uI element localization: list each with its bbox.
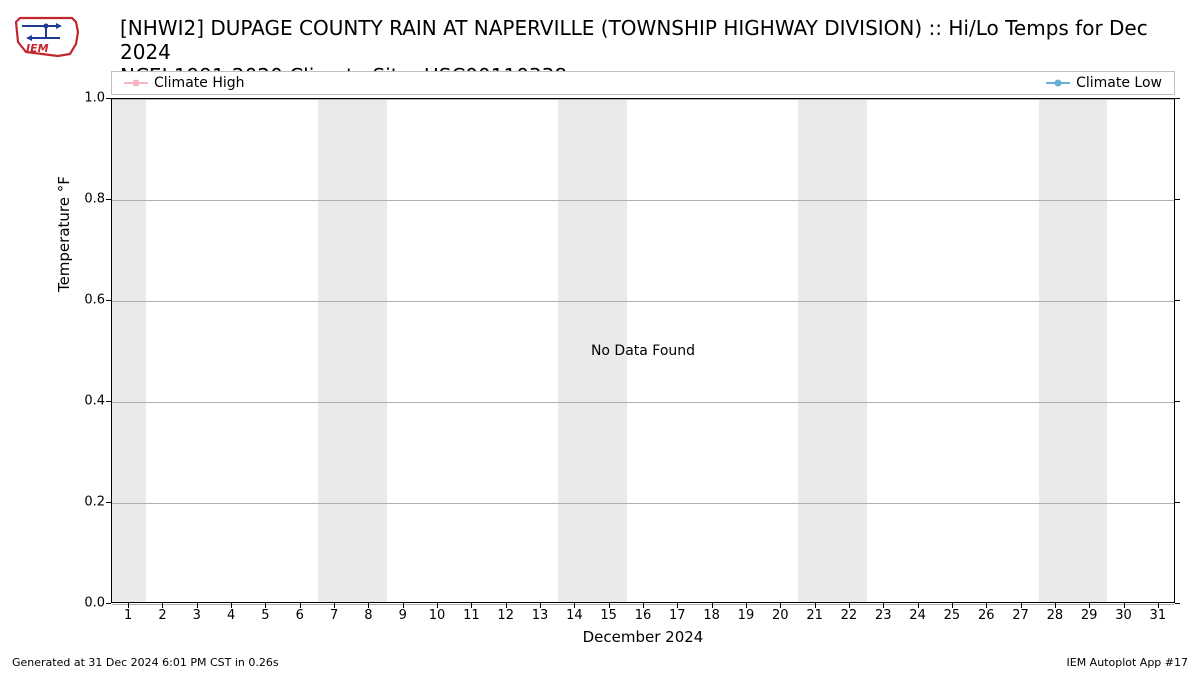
no-data-text: No Data Found [591, 343, 695, 359]
gridline [112, 503, 1174, 504]
y-tick-label: 0.2 [65, 495, 105, 510]
gridline [112, 301, 1174, 302]
x-tick-label: 10 [429, 608, 446, 623]
y-tick-mark [1175, 98, 1180, 99]
y-tick-label: 0.0 [65, 596, 105, 611]
legend-item-climate-high: Climate High [124, 75, 245, 91]
y-tick-label: 1.0 [65, 91, 105, 106]
x-tick-label: 18 [703, 608, 720, 623]
x-tick-label: 30 [1115, 608, 1132, 623]
legend-swatch-high [124, 82, 148, 84]
x-tick-label: 29 [1081, 608, 1098, 623]
y-tick-mark [106, 401, 111, 402]
x-axis-label: December 2024 [111, 628, 1175, 646]
x-tick-label: 13 [532, 608, 549, 623]
x-tick-label: 15 [600, 608, 617, 623]
x-tick-label: 16 [635, 608, 652, 623]
x-tick-label: 28 [1047, 608, 1064, 623]
y-tick-mark [106, 603, 111, 604]
footer-app: IEM Autoplot App #17 [1067, 656, 1189, 669]
legend-label-high: Climate High [154, 75, 245, 91]
weekend-band [112, 99, 146, 602]
gridline [112, 200, 1174, 201]
x-tick-label: 25 [944, 608, 961, 623]
x-tick-label: 27 [1012, 608, 1029, 623]
plot-area: No Data Found [111, 98, 1175, 603]
x-tick-label: 26 [978, 608, 995, 623]
y-tick-mark [1175, 603, 1180, 604]
x-tick-label: 22 [841, 608, 858, 623]
x-tick-label: 9 [399, 608, 407, 623]
y-tick-mark [106, 98, 111, 99]
gridline [112, 402, 1174, 403]
y-tick-mark [1175, 401, 1180, 402]
weekend-band [1039, 99, 1073, 602]
legend: Climate High Climate Low [111, 71, 1175, 95]
footer-generated: Generated at 31 Dec 2024 6:01 PM CST in … [12, 656, 279, 669]
weekend-band [1073, 99, 1107, 602]
svg-text:IEM: IEM [26, 42, 49, 55]
y-tick-label: 0.8 [65, 192, 105, 207]
weekend-band [833, 99, 867, 602]
x-tick-label: 1 [124, 608, 132, 623]
x-tick-label: 20 [772, 608, 789, 623]
x-tick-label: 14 [566, 608, 583, 623]
weekend-band [558, 99, 592, 602]
y-tick-mark [1175, 502, 1180, 503]
x-tick-label: 7 [330, 608, 338, 623]
legend-swatch-low [1046, 82, 1070, 84]
x-tick-label: 3 [193, 608, 201, 623]
x-tick-label: 19 [738, 608, 755, 623]
x-tick-label: 21 [806, 608, 823, 623]
y-tick-mark [106, 502, 111, 503]
x-tick-label: 5 [261, 608, 269, 623]
x-tick-label: 6 [296, 608, 304, 623]
weekend-band [352, 99, 386, 602]
y-tick-label: 0.4 [65, 394, 105, 409]
y-tick-mark [106, 199, 111, 200]
gridline [112, 99, 1174, 100]
x-tick-label: 8 [364, 608, 372, 623]
legend-item-climate-low: Climate Low [1046, 75, 1162, 91]
x-tick-label: 12 [497, 608, 514, 623]
x-tick-label: 23 [875, 608, 892, 623]
x-tick-label: 2 [158, 608, 166, 623]
legend-label-low: Climate Low [1076, 75, 1162, 91]
x-tick-label: 17 [669, 608, 686, 623]
y-tick-label: 0.6 [65, 293, 105, 308]
x-tick-label: 31 [1150, 608, 1167, 623]
y-tick-mark [1175, 199, 1180, 200]
x-tick-label: 24 [909, 608, 926, 623]
x-tick-label: 4 [227, 608, 235, 623]
y-tick-mark [106, 300, 111, 301]
iem-logo: IEM [12, 12, 82, 60]
title-line-1: [NHWI2] DUPAGE COUNTY RAIN AT NAPERVILLE… [120, 16, 1180, 64]
weekend-band [798, 99, 832, 602]
x-tick-label: 11 [463, 608, 480, 623]
weekend-band [318, 99, 352, 602]
y-tick-mark [1175, 300, 1180, 301]
